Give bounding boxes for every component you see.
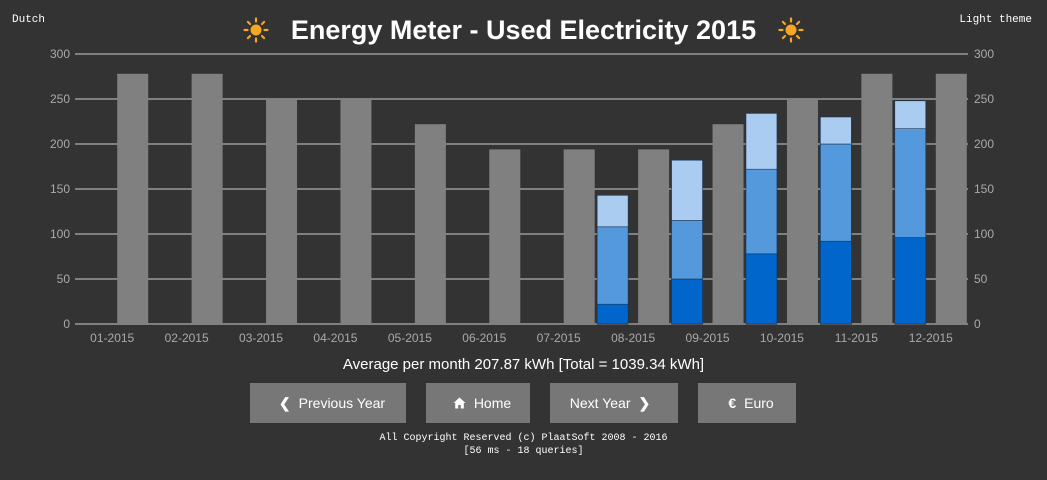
y-tick-label-left: 100: [50, 227, 70, 241]
reference-bar: [340, 99, 372, 324]
reference-bar: [935, 73, 967, 324]
language-link[interactable]: Dutch: [12, 14, 46, 26]
previous-year-button[interactable]: ❮ Previous Year: [250, 383, 406, 423]
reference-bar: [638, 149, 670, 324]
y-tick-label-right: 150: [974, 182, 994, 196]
y-tick-label-right: 200: [974, 137, 994, 151]
usage-bar-segment: [745, 253, 778, 325]
x-tick-label: 11-2015: [835, 331, 878, 345]
usage-bar-segment: [894, 128, 927, 238]
chevron-right-icon: ❯: [638, 394, 651, 411]
x-tick-label: 06-2015: [462, 331, 506, 345]
footer: All Copyright Reserved (c) PlaatSoft 200…: [0, 432, 1047, 458]
y-tick-label-left: 50: [57, 272, 71, 286]
y-tick-label-left: 200: [50, 137, 70, 151]
x-tick-label: 05-2015: [388, 331, 432, 345]
x-tick-label: 02-2015: [165, 331, 209, 345]
reference-bar: [861, 73, 893, 324]
average-summary: Average per month 207.87 kWh [Total = 10…: [342, 356, 705, 373]
home-button[interactable]: Home: [426, 383, 530, 423]
y-tick-label-left: 250: [50, 92, 70, 106]
title-row: Energy Meter - Used Electricity 2015: [0, 10, 1047, 50]
x-tick-label: 08-2015: [611, 331, 655, 345]
render-stats: [56 ms - 18 queries]: [463, 446, 584, 457]
page-title: Energy Meter - Used Electricity 2015: [290, 14, 757, 45]
usage-bar-segment: [596, 303, 629, 325]
home-label: Home: [473, 395, 512, 411]
previous-year-label: Previous Year: [298, 395, 386, 411]
usage-bar-segment: [745, 113, 778, 170]
reference-bar: [414, 124, 446, 324]
reference-bar: [563, 149, 595, 324]
usage-bar-segment: [671, 159, 703, 221]
y-tick-label-right: 300: [974, 47, 994, 61]
usage-bar-segment: [894, 100, 927, 130]
x-tick-label: 12-2015: [909, 331, 953, 345]
next-year-button[interactable]: Next Year ❯: [550, 383, 678, 423]
y-tick-label-right: 50: [974, 272, 988, 286]
bar-chart: 0 0 50 50 100 100 150 150 200 200 250 250 300 300 01-2…: [50, 47, 994, 345]
euro-icon: €: [728, 395, 737, 411]
home-icon: [453, 397, 466, 409]
usage-bar-segment: [745, 168, 778, 255]
copyright-text: All Copyright Reserved (c) PlaatSoft 200…: [379, 433, 668, 444]
x-tick-label: 10-2015: [760, 331, 804, 345]
euro-label: Euro: [744, 395, 774, 411]
x-tick-label: 03-2015: [239, 331, 283, 345]
usage-bar-segment: [820, 240, 852, 325]
usage-bar-segment: [820, 116, 852, 145]
reference-bar: [117, 73, 149, 324]
x-tick-label: 07-2015: [537, 331, 581, 345]
next-year-label: Next Year: [569, 395, 631, 411]
reference-bar: [266, 99, 298, 324]
x-tick-label: 09-2015: [686, 331, 730, 345]
usage-bar-segment: [671, 220, 703, 280]
sun-icon: [243, 17, 269, 43]
usage-bar-segment: [820, 143, 852, 242]
y-tick-label-right: 100: [974, 227, 994, 241]
usage-bar-segment: [894, 237, 927, 325]
chevron-left-icon: ❮: [278, 394, 291, 411]
x-tick-label: 04-2015: [313, 331, 357, 345]
theme-link[interactable]: Light theme: [959, 14, 1032, 26]
reference-bar: [712, 124, 744, 324]
y-tick-label-left: 300: [50, 47, 70, 61]
sun-icon: [778, 17, 804, 43]
y-tick-label-left: 150: [50, 182, 70, 196]
y-tick-label-left: 0: [63, 317, 70, 331]
y-tick-label-right: 0: [974, 317, 981, 331]
usage-bar-segment: [596, 226, 629, 305]
euro-button[interactable]: € Euro: [698, 383, 796, 423]
y-tick-label-right: 250: [974, 92, 994, 106]
x-tick-label: 01-2015: [90, 331, 134, 345]
usage-bar-segment: [596, 195, 629, 228]
reference-bar: [191, 73, 223, 324]
reference-bar: [786, 99, 818, 324]
usage-bar-segment: [671, 278, 703, 325]
reference-bar: [489, 149, 521, 324]
